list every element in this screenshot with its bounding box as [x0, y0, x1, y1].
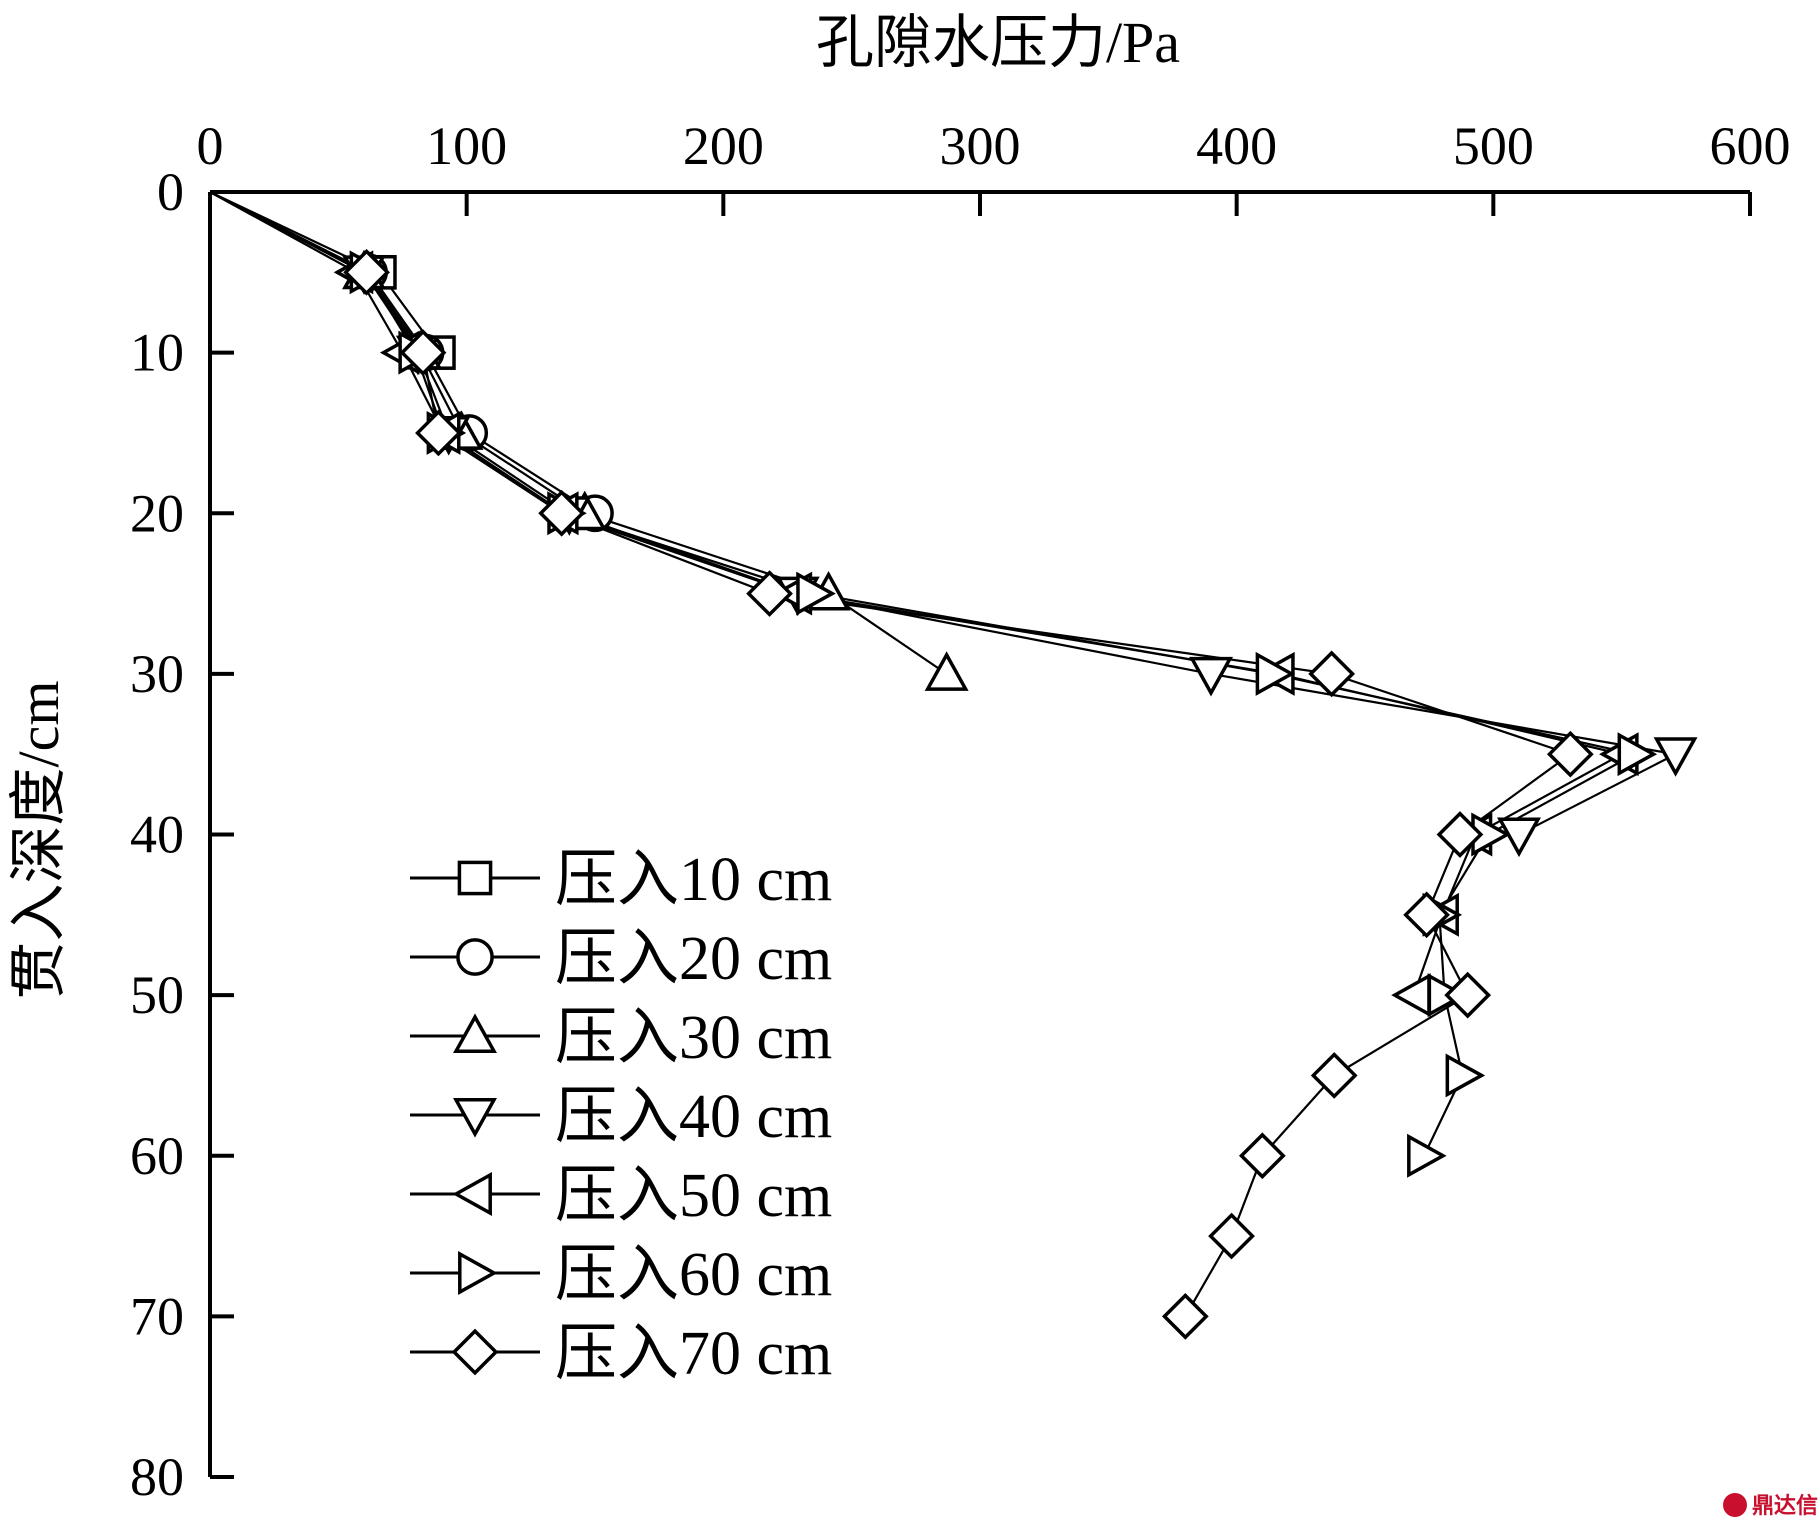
series-7-point — [399, 329, 447, 376]
x-axis-label: 孔隙水压力/Pa — [816, 10, 1180, 75]
x-tick-label: 500 — [1453, 116, 1534, 176]
legend-marker-4 — [453, 1098, 497, 1138]
series-4-point — [1497, 817, 1541, 858]
watermark-logo-icon — [1723, 1493, 1747, 1517]
series-6-point — [1255, 651, 1296, 696]
series-7-point — [538, 489, 586, 537]
series-3-point — [924, 651, 969, 691]
legend-label-6: 压入60 cm — [555, 1241, 832, 1309]
series-7-point — [1161, 1293, 1209, 1340]
series-7-point — [1310, 1052, 1358, 1099]
series-7-point — [746, 570, 793, 617]
legend-label-7: 压入70 cm — [555, 1320, 832, 1388]
series-7-point — [1436, 811, 1484, 858]
legend-marker-1 — [457, 860, 493, 896]
legend-label-5: 压入50 cm — [555, 1162, 832, 1230]
series-6-point — [1617, 732, 1658, 777]
x-tick-label: 100 — [426, 116, 507, 176]
y-tick-label: 50 — [130, 965, 184, 1025]
series-line-5 — [209, 191, 1625, 996]
axes: 0 100 200 300 400 500 600 0 10 20 30 40 50 60 70 80 — [130, 116, 1791, 1507]
series-7-point — [1403, 891, 1450, 939]
series-6-point — [796, 571, 836, 616]
series-7-point — [1444, 971, 1492, 1019]
series-7-point — [415, 409, 462, 457]
series-6-point — [1445, 1053, 1486, 1098]
series-7-point — [1208, 1212, 1255, 1260]
x-tick-label: 600 — [1710, 116, 1791, 176]
watermark: 鼎达信 — [1723, 1493, 1818, 1519]
series-6-point — [1407, 1133, 1447, 1178]
y-tick-label: 40 — [130, 805, 184, 865]
x-tick-label: 200 — [683, 116, 764, 176]
legend-label-2: 压入20 cm — [555, 925, 832, 993]
y-tick-label: 0 — [157, 162, 184, 222]
series-markers — [333, 248, 1698, 1340]
series-7-point — [1546, 730, 1594, 778]
series-5-point — [1391, 973, 1431, 1018]
series-4-point — [1653, 737, 1698, 777]
watermark-text: 鼎达信 — [1752, 1493, 1818, 1519]
series-7-point — [343, 248, 390, 296]
legend-marker-3 — [453, 1013, 497, 1053]
legend-label-3: 压入30 cm — [555, 1004, 832, 1072]
series-line-4 — [209, 191, 1680, 836]
legend-marker-2 — [456, 938, 494, 976]
series-7-point — [1238, 1132, 1286, 1180]
legend-label-1: 压入10 cm — [555, 846, 832, 914]
x-tick-label: 0 — [197, 116, 224, 176]
y-tick-label: 70 — [130, 1286, 184, 1346]
y-tick-label: 60 — [130, 1126, 184, 1186]
x-tick-label: 400 — [1196, 116, 1277, 176]
y-tick-label: 80 — [130, 1447, 184, 1507]
legend: 压入10 cm 压入20 cm 压入30 cm 压入40 cm 压入50 cm 压入60 … — [410, 846, 832, 1388]
y-axis-label: 贯入深度/cm — [6, 681, 71, 1000]
y-tick-label: 10 — [130, 323, 184, 383]
legend-marker-6 — [458, 1251, 498, 1295]
y-tick-label: 30 — [130, 644, 184, 704]
legend-marker-7 — [451, 1328, 499, 1376]
legend-label-4: 压入40 cm — [555, 1083, 832, 1151]
x-tick-label: 300 — [940, 116, 1021, 176]
series-7-point — [1308, 650, 1356, 698]
legend-marker-5 — [452, 1172, 492, 1216]
series-4-point — [1189, 656, 1233, 697]
y-tick-label: 20 — [130, 483, 184, 543]
